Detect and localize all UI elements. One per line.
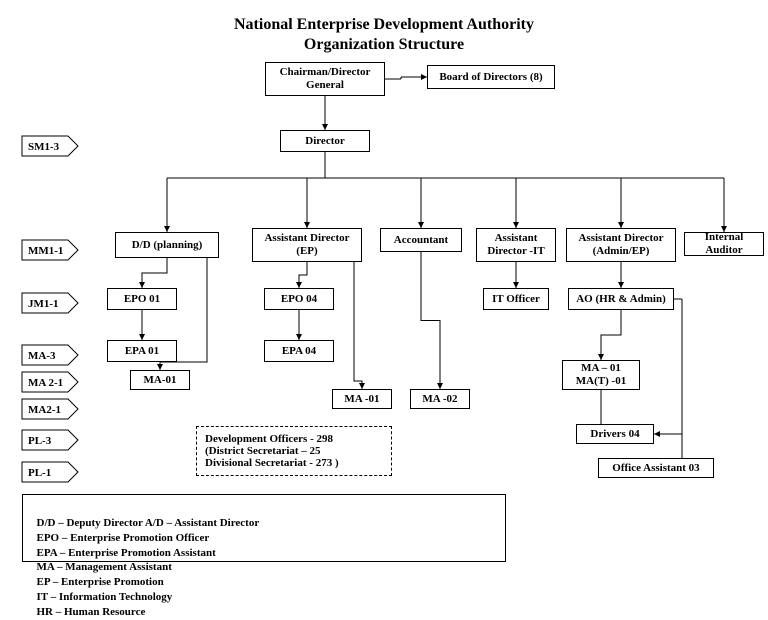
node-director: Director [280, 130, 370, 152]
svg-text:MA2-1: MA2-1 [28, 404, 61, 416]
node-chairman: Chairman/Director General [265, 62, 385, 96]
node-ma_admin: MA – 01 MA(T) -01 [562, 360, 640, 390]
node-ao_hr: AO (HR & Admin) [568, 288, 674, 310]
svg-text:MA 2-1: MA 2-1 [28, 377, 63, 389]
node-ad_admin: Assistant Director (Admin/EP) [566, 228, 676, 262]
node-ma01ep: MA -01 [332, 389, 392, 409]
node-int_aud: Internal Auditor [684, 232, 764, 256]
node-dd_plan: D/D (planning) [115, 232, 219, 258]
node-ma02: MA -02 [410, 389, 470, 409]
svg-text:SM1-3: SM1-3 [28, 141, 60, 153]
node-epa01: EPA 01 [107, 340, 177, 362]
svg-text:MA-3: MA-3 [28, 350, 56, 362]
dev-officers-box: Development Officers - 298 (District Sec… [196, 426, 392, 476]
node-off_asst: Office Assistant 03 [598, 458, 714, 478]
node-drivers: Drivers 04 [576, 424, 654, 444]
node-board: Board of Directors (8) [427, 65, 555, 89]
legend-box: D/D – Deputy Director A/D – Assistant Di… [22, 494, 506, 562]
node-ad_it: Assistant Director -IT [476, 228, 556, 262]
svg-text:PL-1: PL-1 [28, 467, 51, 479]
svg-text:JM1-1: JM1-1 [28, 298, 59, 310]
title-line2: Organization Structure [0, 36, 768, 54]
node-ma01p: MA-01 [130, 370, 190, 390]
svg-text:PL-3: PL-3 [28, 435, 52, 447]
svg-text:MM1-1: MM1-1 [28, 245, 63, 257]
org-chart: { "type": "tree", "background_color": "#… [0, 0, 768, 585]
node-epo01: EPO 01 [107, 288, 177, 310]
legend-col1: D/D – Deputy Director A/D – Assistant Di… [37, 516, 327, 575]
node-epo04: EPO 04 [264, 288, 334, 310]
node-accountant: Accountant [380, 228, 462, 252]
node-it_off: IT Officer [483, 288, 549, 310]
node-epa04: EPA 04 [264, 340, 334, 362]
title-line1: National Enterprise Development Authorit… [0, 16, 768, 34]
legend-col2: EP – Enterprise Promotion IT – Informati… [37, 575, 173, 620]
node-ad_ep: Assistant Director (EP) [252, 228, 362, 262]
